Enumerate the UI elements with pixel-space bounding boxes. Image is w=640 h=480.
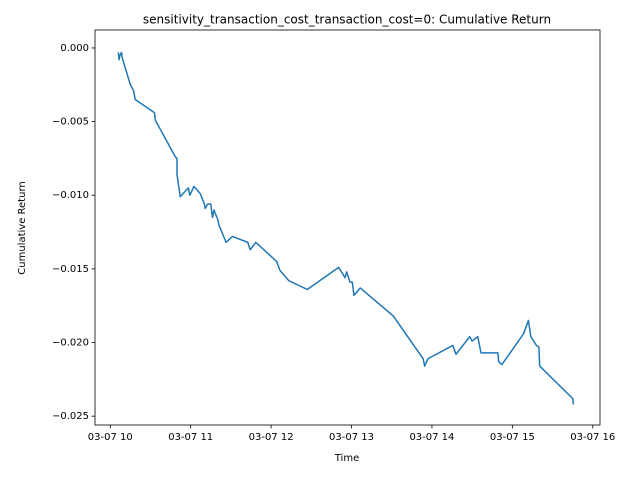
line-series <box>117 51 575 405</box>
x-tick-label: 03-07 15 <box>490 432 535 443</box>
x-tick-label: 03-07 14 <box>409 432 454 443</box>
y-tick-label: −0.025 <box>52 411 89 422</box>
x-tick-label: 03-07 16 <box>570 432 615 443</box>
y-tick-label: −0.005 <box>52 117 89 128</box>
x-axis-label: Time <box>334 453 359 464</box>
y-tick-label: 0.000 <box>60 43 89 54</box>
x-tick-label: 03-07 12 <box>249 432 294 443</box>
y-tick-label: −0.020 <box>52 338 89 349</box>
x-tick-label: 03-07 10 <box>88 432 133 443</box>
x-tick-label: 03-07 11 <box>168 432 213 443</box>
chart-title: sensitivity_transaction_cost_transaction… <box>143 13 551 27</box>
y-tick-label: −0.010 <box>52 190 89 201</box>
axes-frame <box>94 29 601 426</box>
y-axis-label: Cumulative Return <box>17 181 28 274</box>
x-tick-label: 03-07 13 <box>329 432 374 443</box>
y-tick-label: −0.015 <box>52 264 89 275</box>
